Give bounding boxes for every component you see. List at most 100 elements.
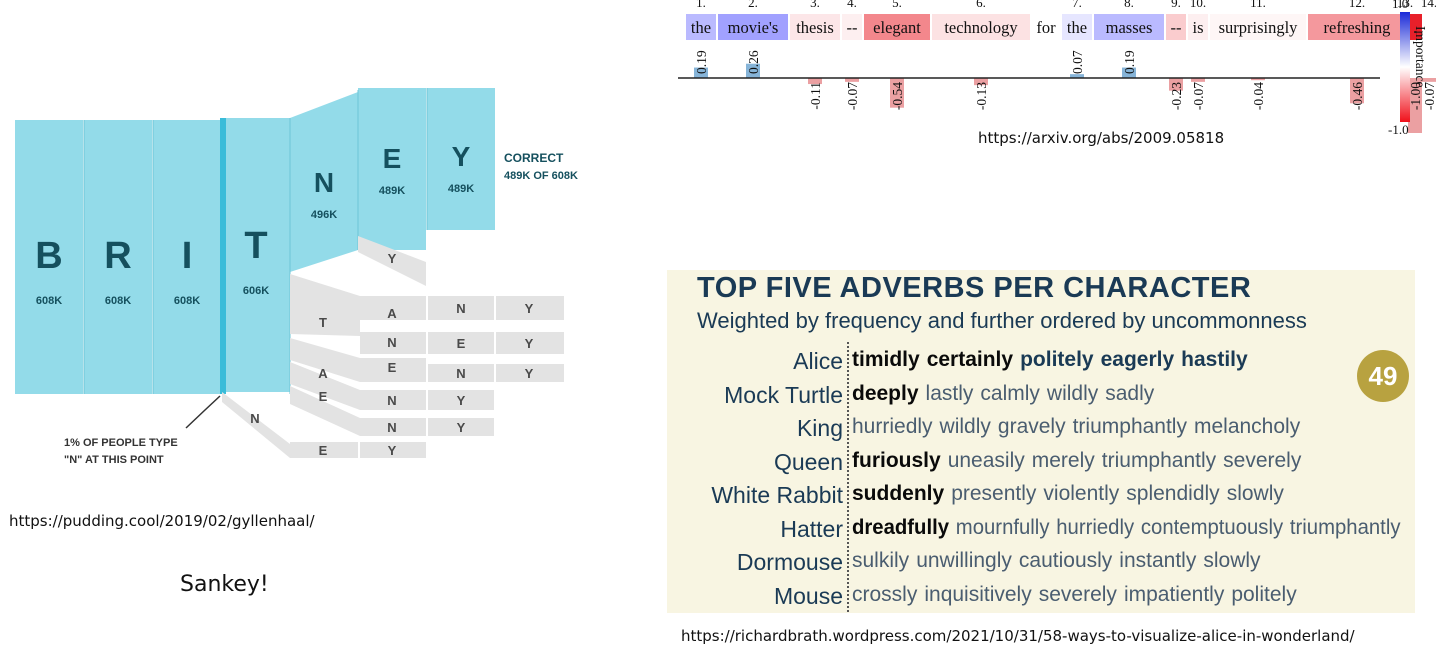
adverb-word: gravely	[997, 415, 1066, 438]
adverb-word: sadly	[1105, 381, 1155, 405]
branch-letter: E	[319, 389, 328, 404]
token-index: 11.	[1250, 0, 1266, 10]
adverb-word: politely	[1231, 582, 1297, 606]
sankey-letter-n: N	[314, 167, 334, 198]
branch-letter: E	[457, 336, 466, 351]
branch-letter: Y	[525, 301, 534, 316]
token-highlight	[718, 14, 788, 40]
adverb-word: presently	[951, 482, 1037, 505]
token-word: movie's	[728, 18, 779, 37]
branch-letter: N	[456, 366, 465, 381]
importance-value: -0.54	[890, 82, 905, 110]
adverb-word: cautiously	[1018, 549, 1113, 572]
importance-bar	[845, 78, 859, 82]
token-highlight	[1094, 14, 1164, 40]
branch-letter: A	[318, 366, 328, 381]
importance-bar	[890, 78, 904, 108]
adverbs-title: TOP FIVE ADVERBS PER CHARACTER	[697, 272, 1252, 304]
adverb-word: timidly	[852, 348, 920, 371]
adverb-word: instantly	[1119, 549, 1197, 572]
branch-letter: Y	[457, 393, 466, 408]
adverb-list: dreadfully mournfully hurriedly contemptuou…	[852, 516, 1407, 540]
sankey-letter-t: T	[244, 225, 267, 267]
adverb-word: violently	[1043, 482, 1120, 505]
importance-value: -0.11	[808, 82, 823, 110]
importance-bar	[1350, 78, 1364, 104]
importance-bar	[1122, 67, 1136, 78]
adverb-word: hurriedly	[1056, 515, 1135, 539]
character-name: Queen	[773, 448, 843, 475]
token-highlight	[932, 14, 1030, 40]
token-index: 3.	[810, 0, 820, 10]
token-index: 9.	[1171, 0, 1181, 10]
token-highlight	[1188, 14, 1208, 40]
adverb-word: severely	[1223, 448, 1302, 472]
importance-bar	[746, 63, 760, 78]
sankey-source-url[interactable]: https://pudding.cool/2019/02/gyllenhaal/	[9, 512, 315, 530]
token-highlight	[1408, 14, 1422, 40]
token-word: technology	[944, 18, 1018, 37]
adverb-word: uneasily	[947, 448, 1025, 472]
adverb-word: hastily	[1181, 348, 1248, 371]
adverb-row: King hurriedly wildly gravely triumphantly me…	[667, 415, 1415, 448]
token-highlight	[1032, 14, 1060, 40]
token-word: thesis	[796, 18, 834, 37]
branch-letter: T	[319, 315, 327, 330]
adverb-row: White Rabbit suddenly presently violently sp…	[667, 482, 1415, 515]
token-highlight	[686, 14, 716, 40]
importance-value: -0.13	[974, 82, 989, 110]
importance-value: -0.07	[1422, 82, 1436, 110]
token-index: 1.	[696, 0, 706, 10]
token-index: 8.	[1124, 0, 1134, 10]
importance-bar	[1070, 74, 1084, 78]
token-word: .	[1413, 18, 1417, 37]
character-name: Mock Turtle	[724, 381, 843, 408]
sankey-count-r: 608K	[105, 295, 131, 307]
adverbs-source-url[interactable]: https://richardbrath.wordpress.com/2021/…	[681, 627, 1355, 645]
adverb-word: hurriedly	[852, 415, 933, 438]
adverb-list: hurriedly wildly gravely triumphantly melanc…	[852, 415, 1307, 439]
sankey-letter-labels: B 608K R 608K I 608K T 606K N 496K E 489…	[35, 141, 578, 307]
adverb-list: timidly certainly politely eagerly hastily	[852, 348, 1255, 372]
adverb-word: lastly	[925, 381, 974, 405]
adverb-row: Hatter dreadfully mournfully hurriedly conte…	[667, 516, 1415, 549]
adverb-word: slowly	[1203, 549, 1261, 572]
token-word: surprisingly	[1219, 18, 1299, 37]
sankey-gray-branches	[222, 236, 564, 458]
adverb-word: sulkily	[852, 549, 910, 572]
token-index: 12.	[1349, 0, 1365, 10]
token-word: --	[1171, 18, 1182, 37]
branch-letter: N	[456, 301, 465, 316]
sankey-count-e: 489K	[379, 185, 405, 197]
adverb-list: sulkily unwillingly cautiously instantly slo…	[852, 549, 1268, 573]
adverb-word: politely	[1020, 348, 1094, 371]
adverb-row: Mock Turtle deeply lastly calmly wildly sadly	[667, 382, 1415, 415]
importance-source-url[interactable]: https://arxiv.org/abs/2009.05818	[978, 129, 1225, 147]
importance-bar	[1251, 78, 1265, 81]
sankey-count-y: 489K	[448, 183, 474, 195]
adverb-word: deeply	[852, 381, 919, 405]
token-highlight	[790, 14, 840, 40]
token-word: masses	[1106, 18, 1153, 37]
adverb-word: eagerly	[1100, 348, 1175, 371]
importance-value: -0.23	[1169, 82, 1184, 110]
branch-letter: A	[387, 306, 397, 321]
branch-letter: Y	[525, 366, 534, 381]
importance-bar	[974, 78, 988, 86]
token-word: --	[847, 18, 858, 37]
importance-value: 0.19	[694, 50, 709, 74]
character-name: Dormouse	[736, 549, 843, 575]
importance-chart: the 1. 0.19 movie's 2. 0.26 thesis 3. -0.11 -- 4. -…	[678, 0, 1436, 137]
adverb-list: furiously uneasily merely triumphantly sever…	[852, 449, 1308, 473]
importance-bar	[1169, 78, 1183, 91]
token-index: 14.	[1421, 0, 1436, 10]
adverbs-subtitle: Weighted by frequency and further ordere…	[697, 308, 1307, 333]
token-word: for	[1036, 18, 1056, 37]
branch-letter: Y	[525, 336, 534, 351]
annotation-line-1: 1% OF PEOPLE TYPE	[64, 437, 178, 449]
token-highlight	[1308, 14, 1406, 40]
colorbar-label: Importance	[1413, 26, 1428, 87]
adverb-word: merely	[1031, 448, 1095, 472]
branch-letter: N	[387, 335, 396, 350]
importance-bar	[1191, 78, 1205, 82]
